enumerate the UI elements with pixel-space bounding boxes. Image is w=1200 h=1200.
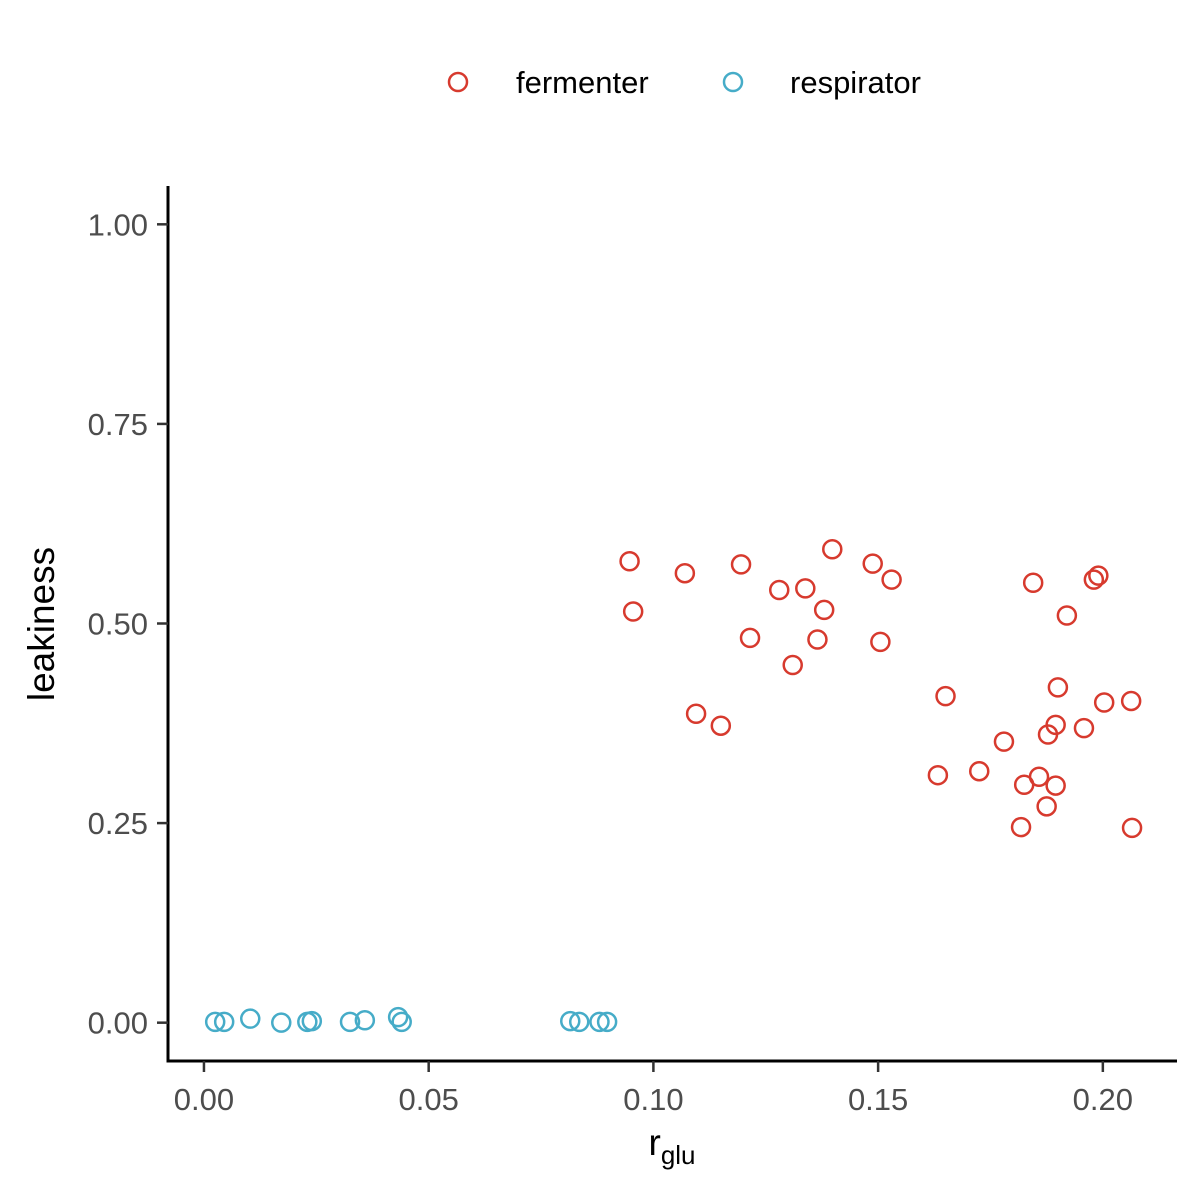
respirator-point xyxy=(560,1010,581,1032)
fermenter-point xyxy=(935,685,956,707)
legend-key-fermenter xyxy=(447,71,469,93)
x-axis-title-main: r xyxy=(648,1122,660,1163)
fermenter-point xyxy=(1028,766,1050,788)
fermenter-point xyxy=(870,631,891,653)
x-tick-label: 0.05 xyxy=(399,1082,459,1117)
legend-item-fermenter: fermenter xyxy=(447,65,649,100)
respirator-point xyxy=(339,1011,361,1033)
fermenter-point xyxy=(927,764,949,786)
fermenter-point xyxy=(1056,605,1078,626)
fermenter-point xyxy=(1022,572,1044,594)
x-tick-label: 0.10 xyxy=(623,1082,683,1117)
fermenter-point xyxy=(782,654,803,676)
fermenter-point xyxy=(1093,692,1115,713)
fermenter-point xyxy=(710,715,732,736)
respirator-point xyxy=(301,1010,323,1032)
respirator-point xyxy=(204,1011,226,1033)
legend-key-respirator xyxy=(722,71,744,93)
x-tick-label: 0.15 xyxy=(848,1082,908,1117)
respirator-point xyxy=(213,1011,235,1033)
y-tick-label: 0.00 xyxy=(88,1006,148,1041)
fermenter-point xyxy=(1083,569,1105,590)
x-axis-title-subscript: glu xyxy=(661,1140,696,1170)
x-tick-label: 0.00 xyxy=(174,1082,234,1117)
x-axis-title: rglu xyxy=(648,1122,695,1170)
y-axis-title: leakiness xyxy=(21,547,62,701)
legend-label-respirator: respirator xyxy=(790,65,921,100)
x-tick-label: 0.20 xyxy=(1073,1082,1133,1117)
fermenter-point xyxy=(674,562,696,584)
respirator-point xyxy=(391,1011,412,1033)
legend-label-fermenter: fermenter xyxy=(516,65,649,100)
fermenter-point xyxy=(730,554,752,575)
respirator-point xyxy=(271,1012,292,1033)
series-respirator xyxy=(204,1006,618,1033)
fermenter-point xyxy=(862,553,883,574)
fermenter-point xyxy=(1036,796,1057,817)
respirator-point xyxy=(354,1010,376,1031)
respirator-point xyxy=(387,1006,409,1028)
series-fermenter xyxy=(619,539,1143,839)
legend-item-respirator: respirator xyxy=(722,65,921,100)
plot-points xyxy=(204,539,1143,1033)
fermenter-point xyxy=(685,703,707,724)
fermenter-point xyxy=(881,569,902,590)
respirator-point xyxy=(589,1011,610,1033)
x-axis-ticks: 0.00 0.05 0.10 0.15 0.20 xyxy=(174,1061,1133,1117)
respirator-point xyxy=(596,1011,618,1033)
legend: fermenter respirator xyxy=(447,65,921,100)
fermenter-point xyxy=(822,539,843,560)
fermenter-point xyxy=(1045,775,1066,796)
fermenter-point xyxy=(993,731,1015,752)
y-tick-label: 0.50 xyxy=(88,607,148,642)
fermenter-point xyxy=(1088,565,1109,586)
fermenter-point xyxy=(813,599,835,621)
respirator-point xyxy=(239,1008,261,1029)
y-tick-label: 0.25 xyxy=(88,806,148,841)
fermenter-point xyxy=(619,550,640,572)
fermenter-point xyxy=(622,601,644,622)
fermenter-point xyxy=(768,579,790,601)
fermenter-point xyxy=(1121,817,1143,839)
fermenter-point xyxy=(807,629,828,650)
y-tick-label: 0.75 xyxy=(88,407,148,442)
fermenter-point xyxy=(795,578,816,599)
fermenter-point xyxy=(1120,690,1142,712)
fermenter-point xyxy=(1010,816,1032,838)
y-tick-label: 1.00 xyxy=(88,207,148,242)
fermenter-point xyxy=(739,627,761,649)
fermenter-point xyxy=(1047,677,1069,698)
fermenter-point xyxy=(1073,717,1095,739)
respirator-point xyxy=(568,1011,590,1033)
fermenter-point xyxy=(1045,714,1066,736)
fermenter-point xyxy=(968,760,990,782)
y-axis-ticks: 0.00 0.25 0.50 0.75 1.00 xyxy=(88,207,168,1041)
